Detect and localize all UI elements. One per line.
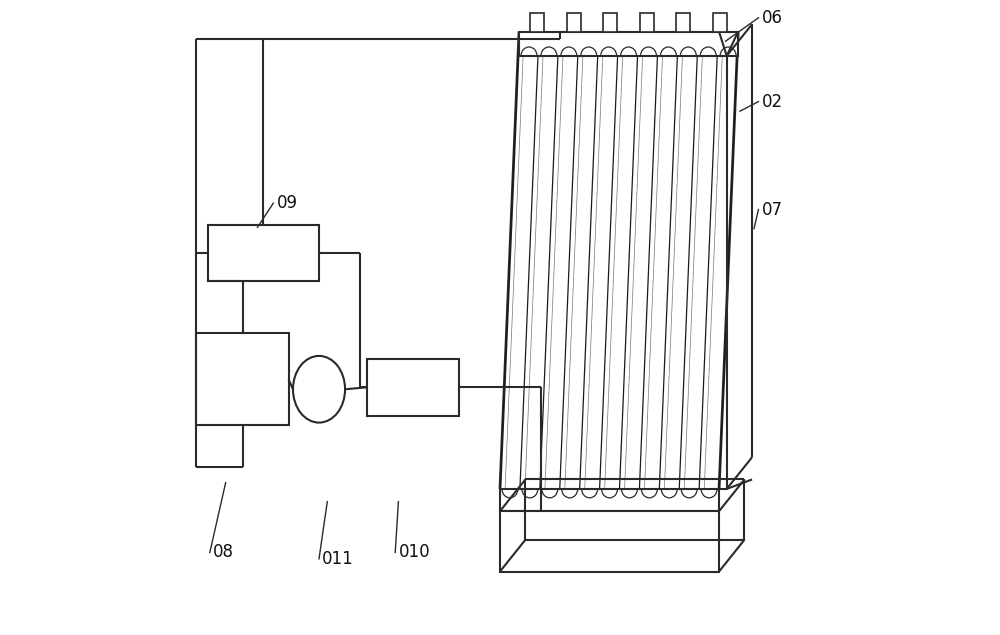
Text: 010: 010 [398, 544, 430, 561]
Bar [530, 13, 544, 32]
Bar [500, 489, 719, 511]
Bar [548, 511, 562, 530]
Bar [500, 511, 719, 572]
Text: 02: 02 [762, 93, 783, 110]
Text: 06: 06 [762, 9, 783, 27]
Bar [657, 511, 671, 530]
Bar [713, 13, 727, 32]
Bar [640, 13, 654, 32]
Bar [196, 333, 289, 425]
Text: 09: 09 [276, 194, 297, 212]
Text: 08: 08 [213, 544, 234, 561]
Text: 011: 011 [322, 550, 354, 568]
Bar [367, 359, 459, 416]
Bar [567, 13, 581, 32]
Bar [511, 511, 525, 530]
Bar [694, 511, 708, 530]
Bar [676, 13, 690, 32]
Text: 07: 07 [762, 201, 783, 218]
Bar [584, 511, 598, 530]
Bar [603, 13, 617, 32]
Bar [208, 225, 319, 281]
Bar [519, 32, 738, 56]
Bar [621, 511, 635, 530]
